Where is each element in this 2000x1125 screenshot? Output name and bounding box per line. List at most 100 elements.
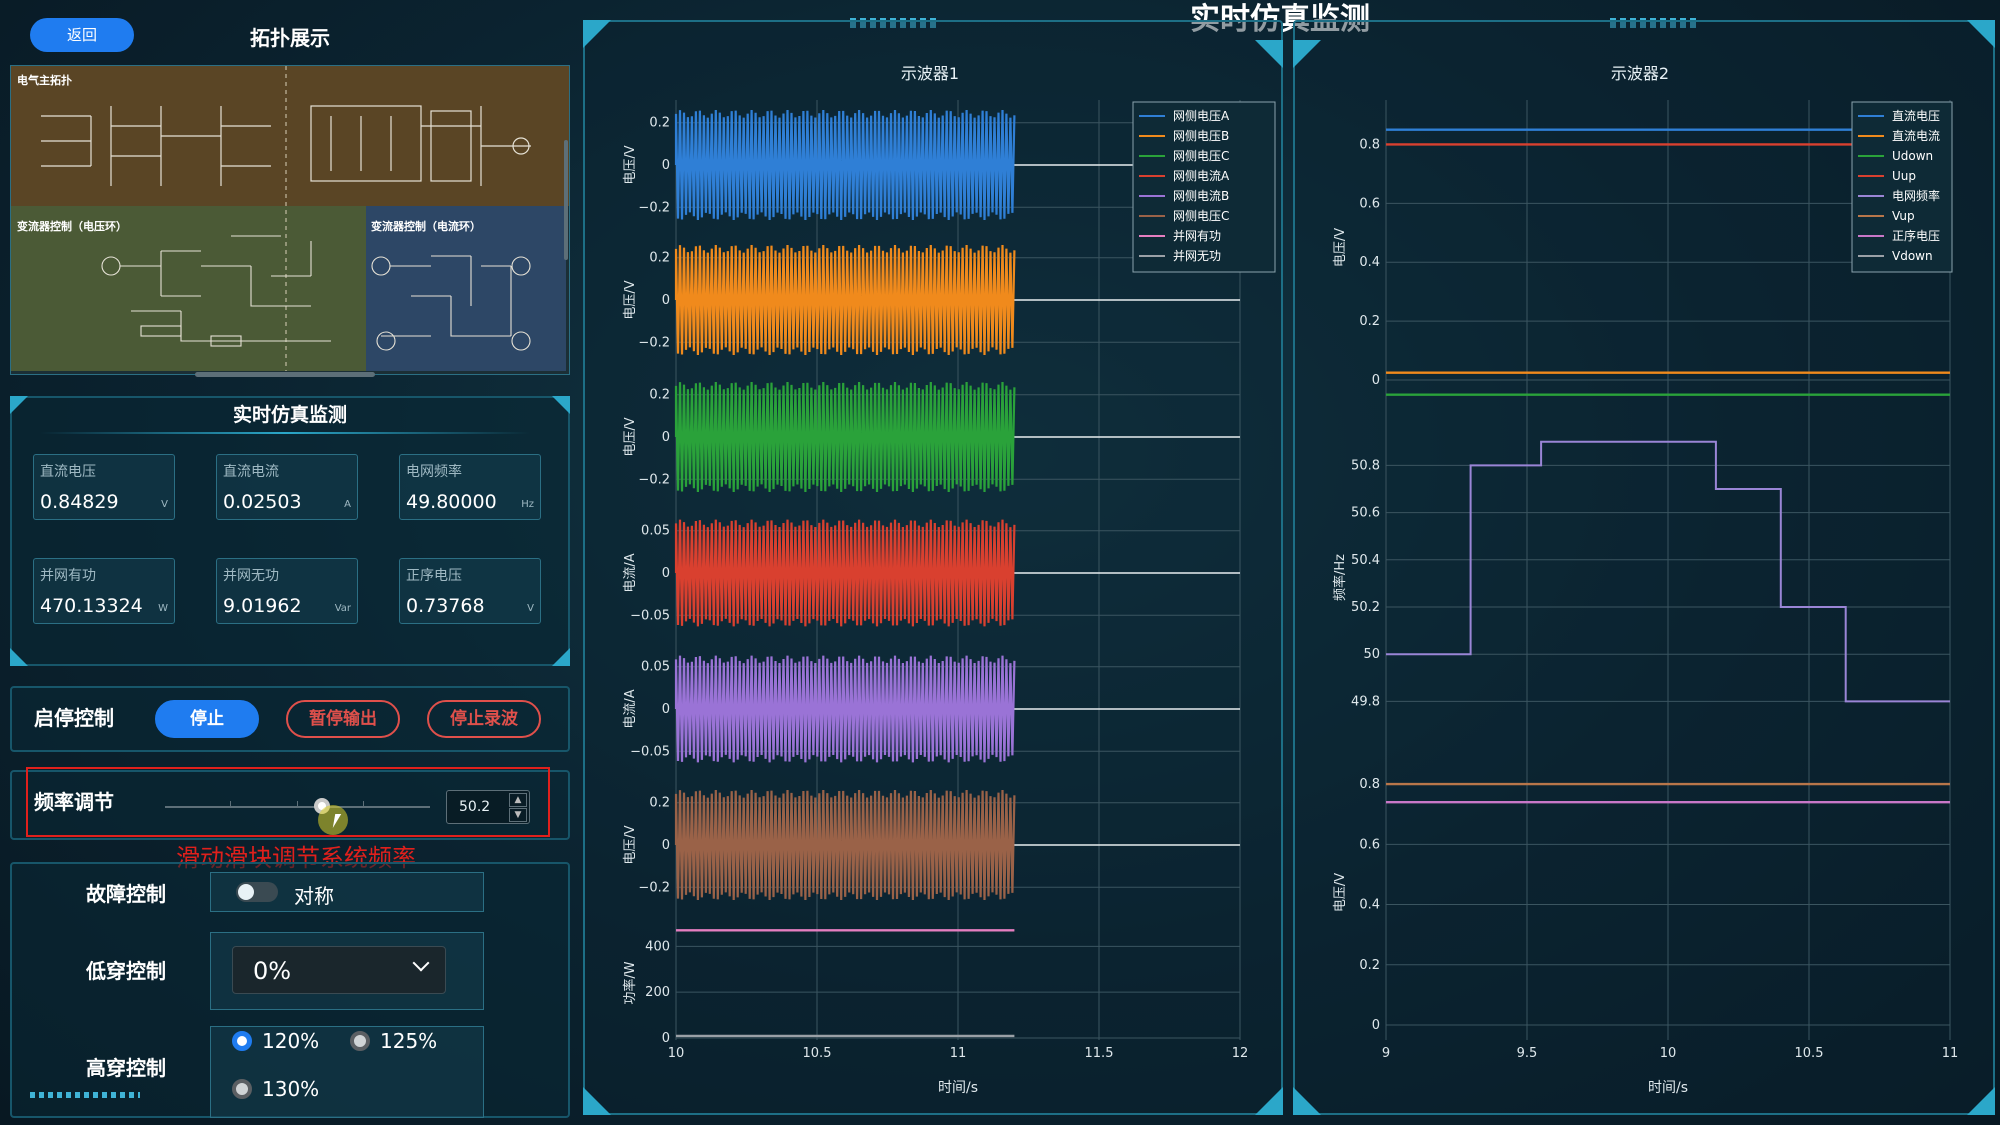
freq-stepper-up-icon[interactable]: ▲ — [509, 793, 527, 807]
freq-slider-track[interactable] — [165, 806, 430, 808]
y-tick-label: 0 — [662, 838, 670, 853]
legend-label: Uup — [1892, 169, 1916, 183]
fault-toggle-switch[interactable] — [236, 882, 278, 902]
card-label: 并网无功 — [223, 568, 279, 584]
card-active-power: 并网有功 470.13324 W — [33, 558, 175, 624]
freq-highlight-box — [26, 767, 550, 837]
card-value: 0.02503 — [223, 491, 302, 513]
card-grid-frequency: 电网频率 49.80000 Hz — [399, 454, 541, 520]
topology-label-main: 电气主拓扑 — [17, 74, 72, 87]
legend-label: 网侧电压B — [1173, 129, 1229, 143]
y-axis-label: 功率/W — [622, 961, 638, 1004]
topology-scrollbar-vertical[interactable] — [564, 140, 568, 260]
topology-scrollbar-horizontal[interactable] — [195, 372, 375, 377]
legend-label: 正序电压 — [1892, 228, 1940, 243]
y-tick-label: 49.8 — [1351, 694, 1380, 709]
x-tick-label: 10 — [1660, 1046, 1677, 1061]
y-tick-label: 50.4 — [1351, 553, 1380, 568]
x-tick-label: 11.5 — [1085, 1046, 1114, 1061]
stop-button[interactable]: 停止 — [155, 700, 259, 738]
x-tick-label: 9.5 — [1517, 1046, 1538, 1061]
y-tick-label: 0.2 — [649, 251, 670, 266]
card-value: 0.84829 — [40, 491, 119, 513]
start-stop-label: 启停控制 — [34, 706, 114, 730]
x-axis-label: 时间/s — [1648, 1080, 1688, 1096]
hvrt-option-label: 125% — [380, 1029, 438, 1053]
y-tick-label: −0.2 — [638, 880, 670, 895]
x-tick-label: 11 — [950, 1046, 967, 1061]
legend-box — [1132, 101, 1276, 273]
y-axis-label: 电压/V — [623, 825, 638, 864]
monitor-corner-tl — [10, 396, 28, 414]
card-unit: Hz — [521, 499, 534, 510]
header-decoration-left — [850, 18, 938, 28]
hvrt-option-125[interactable]: 125% — [350, 1026, 437, 1056]
legend-label: 网侧电压C — [1173, 209, 1229, 223]
radio-selected-icon — [232, 1031, 252, 1051]
y-axis-label: 频率/Hz — [1332, 554, 1348, 601]
y-tick-label: 0.6 — [1359, 837, 1380, 852]
freq-stepper-down-icon[interactable]: ▼ — [509, 808, 527, 822]
freq-label: 频率调节 — [34, 790, 114, 814]
card-value: 9.01962 — [223, 595, 302, 617]
hvrt-option-120[interactable]: 120% — [232, 1026, 319, 1056]
x-tick-label: 10 — [668, 1046, 685, 1061]
scope2-corner-bl — [1293, 1087, 1321, 1115]
cursor-highlight — [318, 805, 348, 835]
back-button[interactable]: 返回 — [30, 18, 134, 52]
y-tick-label: 0 — [1372, 373, 1380, 388]
topology-view[interactable]: 电气主拓扑 变流器控制（电压环） 变流器控制（电流环） — [10, 65, 570, 375]
monitor-panel — [10, 396, 570, 666]
legend-label: 网侧电流B — [1173, 189, 1229, 203]
y-tick-label: −0.05 — [630, 744, 670, 759]
y-tick-label: 0.2 — [649, 116, 670, 131]
monitor-corner-tr — [552, 396, 570, 414]
y-tick-label: 0 — [662, 430, 670, 445]
card-unit: W — [158, 603, 168, 614]
legend-label: 网侧电压C — [1173, 149, 1229, 163]
fault-toggle-knob — [238, 884, 254, 900]
y-tick-label: 0.6 — [1359, 196, 1380, 211]
card-unit: V — [527, 603, 534, 614]
legend-label: 直流电流 — [1892, 129, 1940, 143]
panel-footer-dots — [30, 1092, 140, 1098]
y-tick-label: 200 — [645, 985, 670, 1000]
scope2-chart[interactable]: 0.8 0.6 0.4 0.2 0 电压/V 50.8 50.6 50.4 50.2 50 49.8 频… — [1300, 80, 1990, 1110]
y-axis-label: 电压/V — [623, 417, 638, 456]
hvrt-option-130[interactable]: 130% — [232, 1074, 319, 1104]
hvrt-option-label: 130% — [262, 1077, 320, 1101]
x-tick-label: 12 — [1232, 1046, 1249, 1061]
y-tick-label: 50.6 — [1351, 506, 1380, 521]
freq-input[interactable]: 50.2 ▲ ▼ — [446, 790, 530, 824]
lvrt-select-value: 0% — [253, 957, 292, 985]
y-tick-label: 0.2 — [1359, 314, 1380, 329]
scope1-corner-br — [1255, 1087, 1283, 1115]
y-tick-label: 0.8 — [1359, 137, 1380, 152]
legend-label: 电网频率 — [1892, 188, 1940, 203]
chevron-down-icon — [412, 954, 430, 972]
legend-label: Vup — [1892, 209, 1915, 223]
scope1-chart[interactable]: 0.2 0 −0.2 电压/V 0.2 0 −0.2 电压/V 0.2 0 −0.2 电压/V 0.05… — [590, 80, 1280, 1110]
series-line — [674, 655, 1016, 763]
card-value: 0.73768 — [406, 595, 485, 617]
y-axis-label: 电压/V — [623, 145, 638, 184]
legend-label: 直流电压 — [1892, 109, 1940, 123]
scope2-corner-br — [1967, 1087, 1995, 1115]
y-tick-label: −0.05 — [630, 608, 670, 623]
y-tick-label: 0 — [662, 566, 670, 581]
y-tick-label: 0.4 — [1359, 255, 1380, 270]
hvrt-label: 高穿控制 — [86, 1056, 166, 1080]
y-tick-label: 400 — [645, 939, 670, 954]
y-tick-label: 0 — [662, 1031, 670, 1046]
fault-toggle-text: 对称 — [294, 884, 334, 908]
lvrt-select[interactable]: 0% — [232, 946, 446, 994]
y-tick-label: 50 — [1363, 647, 1380, 662]
y-tick-label: 0 — [662, 158, 670, 173]
card-dc-voltage: 直流电压 0.84829 V — [33, 454, 175, 520]
card-value: 49.80000 — [406, 491, 497, 513]
series-line — [674, 789, 1016, 901]
pause-output-button[interactable]: 暂停输出 — [286, 700, 400, 738]
stop-recording-button[interactable]: 停止录波 — [427, 700, 541, 738]
x-tick-label: 11 — [1942, 1046, 1959, 1061]
series-line — [674, 109, 1016, 221]
